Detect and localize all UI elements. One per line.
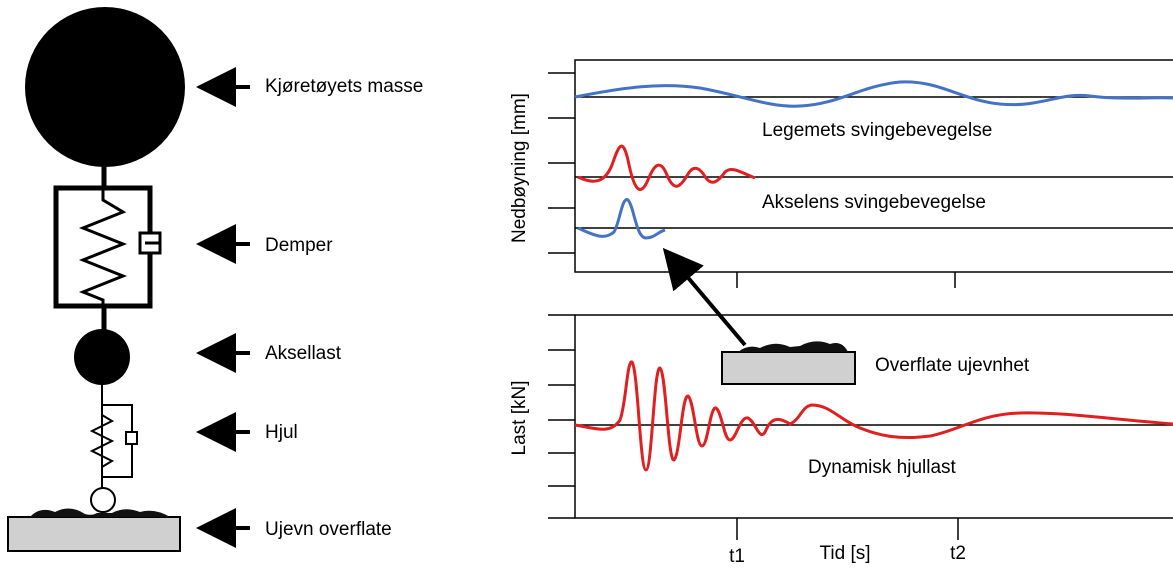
label: Demper <box>265 235 333 256</box>
label: Ujevn overflate <box>265 519 392 540</box>
vehicle-model <box>7 7 250 552</box>
x-tick-label: t1 <box>729 546 745 567</box>
label: Aksellast <box>265 343 342 364</box>
y-axis-label: Nedbøyning [mm] <box>509 93 530 243</box>
y-axis-label: Last [kN] <box>509 381 530 456</box>
x-axis-label: Tid [s] <box>819 543 870 564</box>
annotation: Legemets svingebevegelse <box>762 120 992 141</box>
annotation: Akselens svingebevegelse <box>762 192 986 213</box>
lower-plot <box>548 247 1173 540</box>
annotation: Overflate ujevnhet <box>875 355 1030 376</box>
annotation: Dynamisk hjullast <box>808 457 957 478</box>
label: Kjøretøyets masse <box>265 76 423 97</box>
x-tick-label: t2 <box>950 543 966 564</box>
label: Hjul <box>265 422 298 443</box>
upper-plot <box>548 59 1173 288</box>
